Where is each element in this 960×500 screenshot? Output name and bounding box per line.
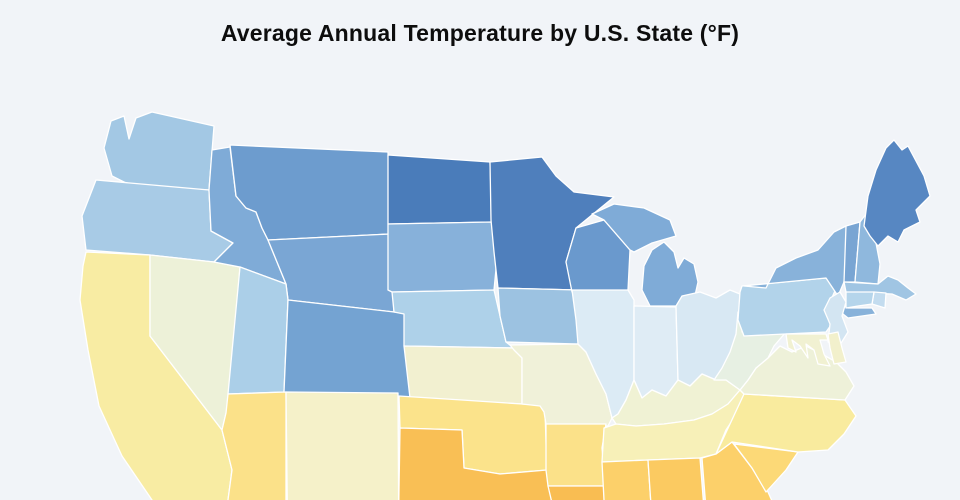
chart-title: Average Annual Temperature by U.S. State… (220, 20, 740, 46)
state-nc[interactable] (715, 393, 857, 455)
state-in[interactable] (633, 305, 679, 399)
state-ms[interactable] (600, 459, 654, 500)
state-me[interactable] (863, 139, 931, 247)
state-nd[interactable] (387, 154, 493, 225)
state-nm[interactable] (285, 391, 400, 500)
state-co[interactable] (283, 299, 411, 399)
state-wa[interactable] (103, 111, 215, 191)
state-al[interactable] (647, 457, 708, 500)
state-sd[interactable] (387, 221, 499, 293)
state-az[interactable] (221, 391, 287, 500)
state-ar[interactable] (545, 423, 609, 487)
state-mi[interactable] (591, 203, 699, 307)
state-md[interactable] (785, 333, 831, 367)
state-ct[interactable] (845, 291, 875, 309)
state-ne[interactable] (391, 289, 515, 349)
state-tx[interactable] (398, 427, 575, 500)
state-ks[interactable] (403, 345, 523, 405)
state-de[interactable] (827, 331, 847, 365)
